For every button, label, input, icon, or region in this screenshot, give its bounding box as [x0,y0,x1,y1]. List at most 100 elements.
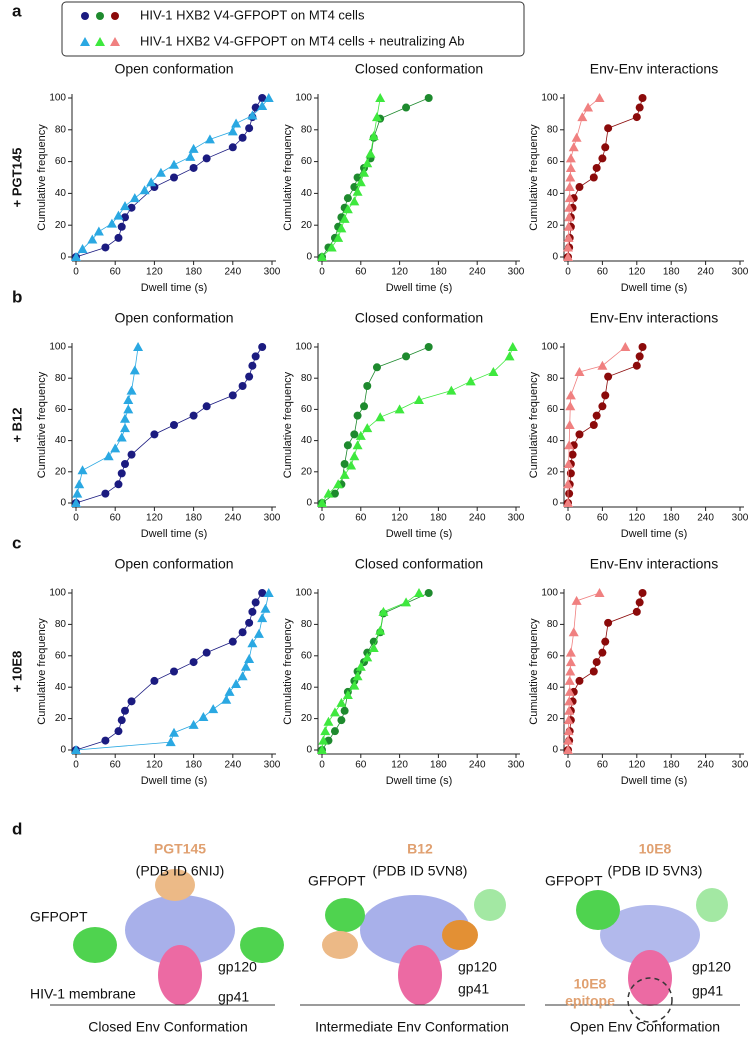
x-tick-label: 60 [355,513,367,524]
circle-point [565,489,574,498]
x-tick-label: 60 [597,267,609,278]
gfp-sketch [73,927,117,963]
circle-point [81,12,89,20]
x-tick-label: 120 [146,267,163,278]
y-tick-label: 40 [55,435,67,446]
chart-title: Env-Env interactions [590,310,718,326]
triangle-point [155,167,166,177]
series-line [321,97,381,258]
y-tick-label: 0 [60,498,66,509]
triangle-point [362,652,373,662]
circle-point [251,103,260,112]
y-tick-label: 0 [60,745,66,756]
circle-point [127,450,136,459]
circle-point [121,213,129,222]
series-line [75,346,263,504]
x-axis-label: Dwell time (s) [386,282,453,294]
circle-point [189,411,198,420]
triangle-point [263,93,274,102]
series-line [321,97,429,258]
x-tick-label: 300 [508,760,525,771]
circle-point [127,203,136,212]
triangle-point [620,342,631,351]
circle-point [601,637,610,646]
circle-point [228,391,237,400]
triangle-point [237,671,248,681]
y-tick-label: 40 [547,682,559,693]
y-tick-label: 60 [301,156,313,167]
triangle-point [247,110,258,120]
x-tick-label: 60 [110,760,122,771]
x-tick-label: 300 [264,513,281,524]
triangle-point [564,696,575,706]
legend-box [61,1,525,57]
x-tick-label: 180 [663,513,680,524]
triangle-point [224,686,235,696]
circle-point [228,143,237,152]
gfp-sketch [325,898,365,932]
triangle-point [564,705,575,715]
triangle-point [320,726,331,736]
triangle-point [375,625,386,635]
y-tick-label: 80 [547,619,559,630]
y-axis-label: Cumulative frequency [282,124,294,231]
y-axis-label: Cumulative frequency [528,371,540,478]
triangle-point [359,167,370,177]
circle-point [598,154,607,163]
triangle-point [333,232,344,242]
circle-point [258,589,267,597]
triangle-point [317,498,327,507]
circle-point [589,667,598,676]
membrane-label: HIV-1 membrane [30,986,136,1002]
triangle-point [565,666,576,676]
y-tick-label: 80 [301,619,313,630]
triangle-point [333,479,344,489]
triangle-point [594,93,605,102]
antibody-sketch [155,869,195,901]
y-tick-label: 100 [541,93,558,104]
x-tick-label: 180 [430,760,447,771]
triangle-point [188,143,199,153]
legend-label: HIV-1 HXB2 V4-GFPOPT on MT4 cells + neut… [140,33,465,48]
circle-point [592,658,601,667]
triangle-point [378,606,389,616]
triangle-point [323,488,334,498]
triangle-point [110,37,120,46]
circle-point [638,343,647,351]
y-tick-label: 0 [306,745,312,756]
gfp-label: GFPOPT [545,873,603,889]
x-tick-label: 300 [732,513,748,524]
circle-point [575,676,584,685]
x-tick-label: 120 [391,267,408,278]
series-line [321,346,514,504]
x-tick-label: 180 [430,513,447,524]
y-tick-label: 40 [55,188,67,199]
chart-title: Env-Env interactions [590,556,718,572]
row-label: + 10E8 [9,651,24,693]
y-axis-label: Cumulative frequency [282,371,294,478]
chart-title: Closed conformation [355,310,483,326]
triangle-point [342,204,353,214]
triangle-point [221,694,232,704]
triangle-point [317,252,327,261]
x-tick-label: 0 [73,513,79,524]
y-tick-label: 40 [547,188,559,199]
circle-point [635,598,644,607]
circle-point [251,352,260,361]
env-trimer [600,905,700,965]
triangle-point [565,657,576,667]
circle-point [598,648,607,657]
panel-letter: d [12,819,22,838]
y-tick-label: 40 [55,682,67,693]
series-line [567,97,643,258]
caption: Open Env Conformation [570,1019,720,1035]
series-line [567,97,600,257]
panel-letter: c [12,533,21,552]
triangle-point [329,707,340,717]
x-tick-label: 60 [355,760,367,771]
triangle-point [120,423,130,433]
y-axis-label: Cumulative frequency [36,124,48,231]
triangle-point [349,451,360,461]
circle-point [238,133,247,142]
